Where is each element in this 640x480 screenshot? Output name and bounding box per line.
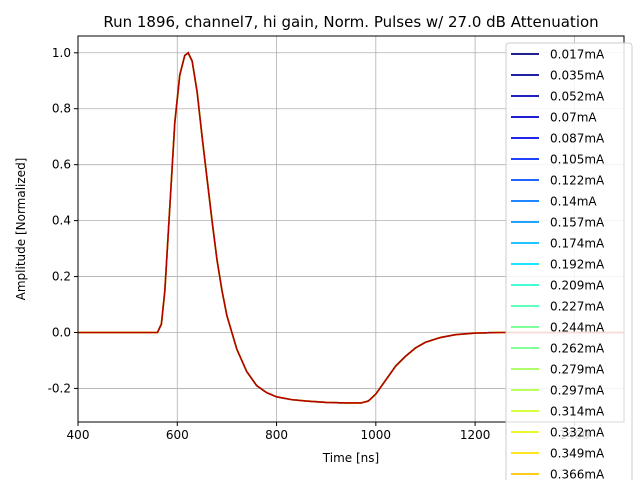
x-tick-label: 800	[265, 428, 288, 442]
legend-label: 0.087mA	[550, 132, 605, 146]
legend-label: 0.14mA	[550, 195, 597, 209]
y-tick-label: 0.0	[52, 325, 71, 339]
legend-label: 0.157mA	[550, 216, 605, 230]
legend: 0.017mA 0.035mA 0.052mA 0.07mA 0.087mA 0.105m…	[505, 42, 633, 480]
legend-label: 0.244mA	[550, 321, 605, 335]
legend-label: 0.122mA	[550, 174, 605, 188]
series-line-top	[78, 51, 624, 404]
y-tick-label: 1.0	[52, 46, 71, 60]
legend-label: 0.052mA	[550, 90, 605, 104]
y-tick-label: 0.4	[52, 214, 71, 228]
legend-label: 0.017mA	[550, 48, 605, 62]
legend-label: 0.07mA	[550, 111, 597, 125]
x-tick-label: 400	[67, 428, 90, 442]
legend-label: 0.192mA	[550, 258, 605, 272]
legend-label: 0.366mA	[550, 468, 605, 480]
legend-label: 0.279mA	[550, 363, 605, 377]
legend-box	[505, 42, 633, 480]
x-tick-label: 1000	[361, 428, 392, 442]
y-tick-label: -0.2	[48, 381, 71, 395]
y-tick-label: 0.6	[52, 158, 71, 172]
legend-label: 0.332mA	[550, 426, 605, 440]
legend-label: 0.262mA	[550, 342, 605, 356]
legend-label: 0.209mA	[550, 279, 605, 293]
chart-title: Run 1896, channel7, hi gain, Norm. Pulse…	[103, 13, 598, 31]
y-axis-label: Amplitude [Normalized]	[14, 158, 28, 301]
legend-label: 0.227mA	[550, 300, 605, 314]
axis-ticks: 400600800100012001400-0.20.00.20.40.60.8…	[48, 46, 590, 442]
y-tick-label: 0.2	[52, 270, 71, 284]
legend-label: 0.174mA	[550, 237, 605, 251]
legend-label: 0.105mA	[550, 153, 605, 167]
legend-label: 0.314mA	[550, 405, 605, 419]
y-tick-label: 0.8	[52, 102, 71, 116]
legend-label: 0.035mA	[550, 69, 605, 83]
x-tick-label: 600	[166, 428, 189, 442]
legend-label: 0.349mA	[550, 447, 605, 461]
legend-label: 0.297mA	[550, 384, 605, 398]
x-axis-label: Time [ns]	[322, 451, 379, 465]
x-tick-label: 1200	[460, 428, 491, 442]
series-lines	[78, 51, 624, 404]
